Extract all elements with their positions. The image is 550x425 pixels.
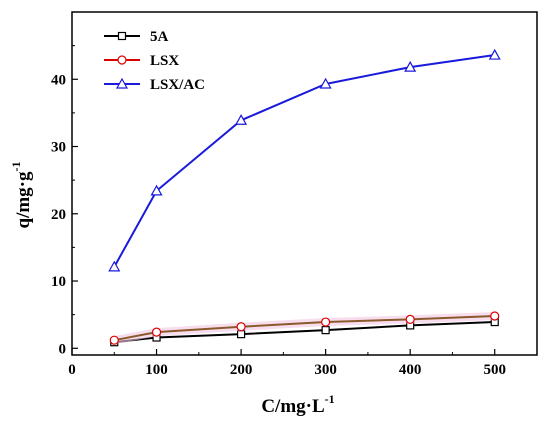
series-lsx-ac-point [235,114,248,125]
series-lsx-ac-point [319,77,332,89]
y-tick-label: 20 [51,207,66,223]
series-lsx-line [114,314,495,342]
legend-5a-marker [117,31,127,41]
series-5a-line [114,321,495,344]
x-tick-label: 300 [314,362,337,378]
legend-lsx-ac-label: LSX/AC [150,77,205,93]
y-tick-label: 40 [51,72,66,88]
x-tick-label: 200 [230,362,253,378]
series-lsx-point [151,327,162,337]
legend-lsx-marker [117,55,127,65]
series-5a-point [236,330,246,339]
x-tick-label: 0 [68,362,76,378]
legend-lsx-label: LSX [150,53,179,69]
series-lsx-point [405,314,415,324]
x-tick-label: 100 [145,362,168,378]
legend-lsx-ac-marker [115,77,129,89]
series-lsx-ac-point [108,260,121,272]
x-axis-title: C/mg·L-1 [261,392,334,417]
series-lsx-point [109,335,119,345]
series-lsx-ac-point [404,60,417,72]
y-axis-title: q/mg·g-1 [9,161,34,228]
x-axis-label: C/mg·L [261,396,324,417]
series-lsx-point [236,322,246,332]
y-axis-label: q/mg·g [13,171,34,229]
y-axis-label-superscript: -1 [9,161,23,171]
y-tick-label: 0 [59,341,67,357]
series-lsx-ac-line [113,54,495,268]
y-tick-label: 30 [51,140,66,156]
legend-5a-label: 5A [150,29,169,45]
series-lsx-ac-point [150,184,163,196]
y-tick-label: 10 [51,274,66,290]
x-tick-label: 500 [483,362,506,378]
series-5a-point [321,326,330,335]
plot-frame [71,11,538,356]
plot-area: 0 100 200 300 400 500 0 10 20 30 40 5A LSX LSX/AC [51,11,538,378]
series-lsx-point [490,311,500,321]
x-tick-label: 400 [399,362,422,378]
x-axis-label-superscript: -1 [325,392,335,406]
series-lsx-point [321,317,331,327]
series-lsx-ac-point [488,48,501,60]
